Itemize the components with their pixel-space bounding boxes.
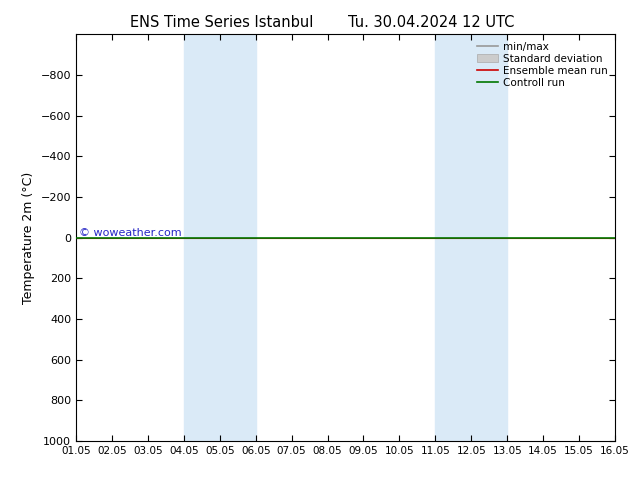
Bar [184, 34, 256, 441]
Legend: min/max, Standard deviation, Ensemble mean run, Controll run: min/max, Standard deviation, Ensemble me… [475, 40, 610, 90]
Text: ENS Time Series Istanbul: ENS Time Series Istanbul [130, 15, 314, 30]
Text: © woweather.com: © woweather.com [79, 228, 181, 238]
Y-axis label: Temperature 2m (°C): Temperature 2m (°C) [22, 172, 35, 304]
Bar [436, 34, 507, 441]
Text: Tu. 30.04.2024 12 UTC: Tu. 30.04.2024 12 UTC [348, 15, 514, 30]
